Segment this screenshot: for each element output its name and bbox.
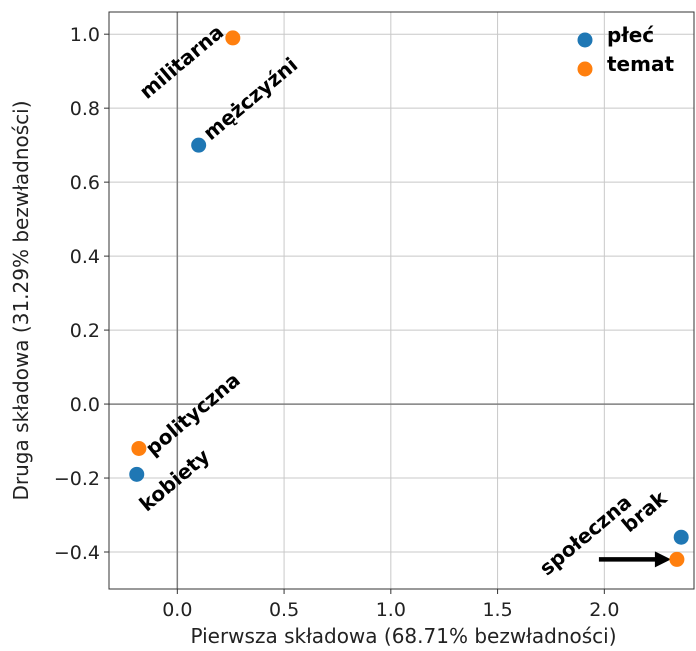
data-point	[673, 529, 689, 545]
legend-label: płeć	[607, 23, 654, 47]
y-tick-label: 0.2	[70, 320, 100, 342]
data-point	[129, 466, 145, 482]
data-point	[225, 30, 241, 46]
legend-marker	[577, 32, 593, 48]
data-point	[131, 440, 147, 456]
point-label: mężczyźni	[198, 52, 302, 145]
x-tick-label: 0.0	[162, 599, 192, 621]
y-tick-label: 0.0	[70, 394, 100, 416]
legend-label: temat	[607, 52, 674, 76]
x-tick-label: 1.5	[482, 599, 512, 621]
y-tick-label: −0.4	[54, 542, 100, 564]
data-point	[191, 137, 207, 153]
y-tick-label: 1.0	[70, 24, 100, 46]
point-label: kobiety	[135, 444, 215, 516]
y-tick-label: 0.4	[70, 246, 100, 268]
x-tick-label: 0.5	[269, 599, 299, 621]
grid	[109, 12, 694, 589]
point-label: militarna	[135, 20, 229, 104]
zero-lines	[109, 12, 694, 589]
x-tick-label: 1.0	[376, 599, 406, 621]
point-label: społeczna	[535, 490, 636, 580]
legend: płeć temat	[577, 23, 674, 77]
annotation-arrow	[598, 551, 671, 568]
data-points	[129, 30, 689, 567]
data-point	[669, 551, 685, 567]
plot-frame	[108, 11, 695, 590]
y-tick-label: 0.8	[70, 98, 100, 120]
arrow-head	[654, 551, 671, 568]
legend-marker	[577, 61, 593, 77]
y-tick-label: 0.6	[70, 172, 100, 194]
tick-labels: 0.0 0.5 1.0 1.5 2.0 −0.4 −0.2 0.0 0.2 0.4 0.6 0.8 1.…	[54, 24, 620, 621]
y-axis-label: Druga składowa (31.29% bezwładności)	[9, 100, 33, 500]
x-tick-label: 2.0	[589, 599, 619, 621]
point-label: polityczna	[141, 368, 245, 461]
y-tick-label: −0.2	[54, 468, 100, 490]
x-axis-label: Pierwsza składowa (68.71% bezwładności)	[190, 624, 616, 648]
